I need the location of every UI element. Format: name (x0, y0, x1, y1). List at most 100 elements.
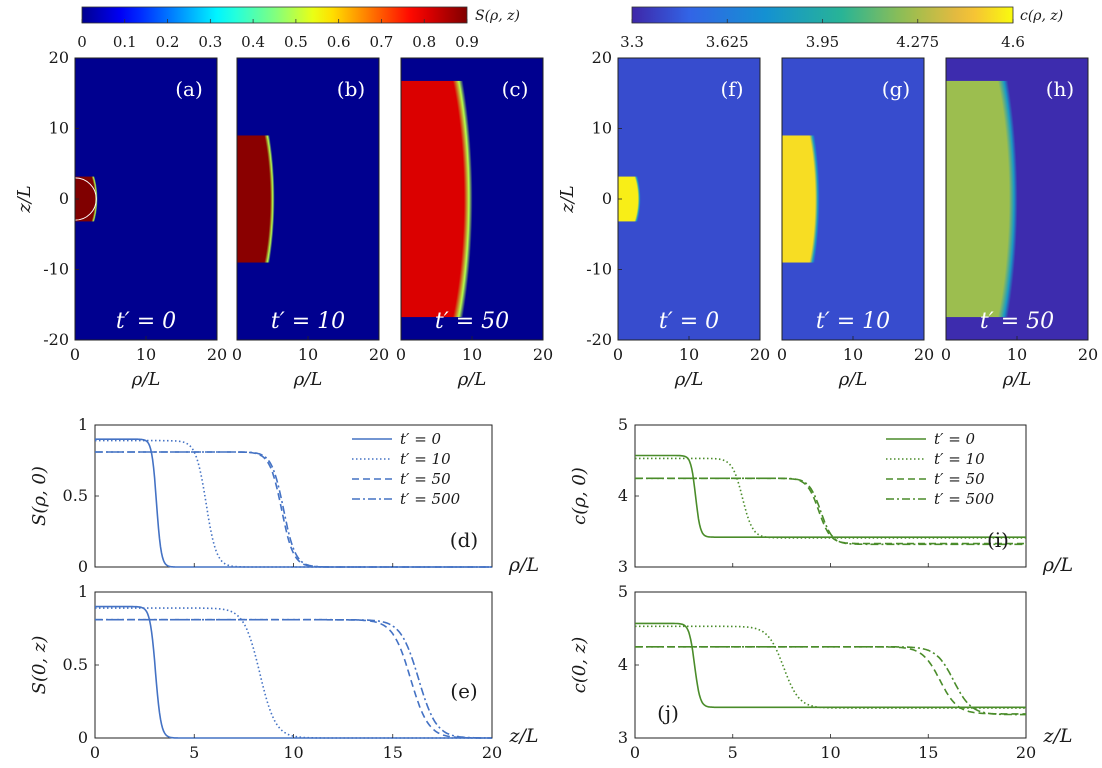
y-axis-label: S(0, z) (29, 636, 50, 695)
y-tick-label: 5 (618, 582, 628, 601)
droplet (401, 80, 473, 318)
legend-label: t′ = 50 (934, 470, 985, 488)
series-line (635, 645, 1026, 715)
x-tick-label: 0 (613, 345, 623, 364)
y-tick-label: 4 (618, 655, 628, 674)
x-axis-label: ρ/L (457, 369, 487, 390)
droplet (946, 80, 1018, 318)
x-tick-label: 20 (482, 743, 502, 762)
droplet (237, 135, 275, 263)
x-axis-label: ρ/L (838, 369, 868, 390)
heatmap-panel: (g) t′ = 10 0 10 20 ρ/L (777, 57, 934, 390)
colorbar-tick-label: 4.275 (896, 33, 939, 51)
colorbar-S (81, 6, 468, 24)
colorbar-label: S(ρ, z) (475, 8, 520, 24)
colorbar-tick-label: 0.8 (412, 33, 436, 51)
legend-label: t′ = 500 (400, 490, 461, 508)
y-tick-label: -10 (586, 260, 612, 279)
heatmap-panel: (a) t′ = 0 0 10 20 ρ/L 20 10 0 -10 -20 z/L (14, 48, 227, 390)
x-axis-label: z/L (508, 725, 538, 747)
y-axis-label: S(ρ, 0) (29, 466, 50, 526)
y-axis-label: c(0, z) (569, 637, 590, 694)
panel-tag: (g) (882, 77, 910, 101)
x-tick-label: 15 (918, 743, 938, 762)
panel-tag: (i) (987, 528, 1009, 552)
x-tick-label: 0 (232, 345, 242, 364)
x-tick-label: 0 (777, 345, 787, 364)
x-tick-label: 0 (90, 743, 100, 762)
y-tick-label: 0.5 (63, 486, 88, 505)
y-tick-label: 0.5 (63, 655, 88, 674)
series-line (95, 451, 492, 568)
plot-frame (634, 591, 1027, 739)
colorbar-label: c(ρ, z) (1020, 8, 1063, 24)
heatmap-panel: (b) t′ = 10 0 10 20 ρ/L (232, 57, 389, 390)
y-tick-label: 5 (618, 415, 628, 434)
x-tick-label: 20 (914, 345, 934, 364)
y-tick-label: 3 (618, 557, 628, 576)
time-label: t′ = 0 (659, 309, 719, 334)
y-tick-label: 0 (78, 728, 88, 747)
colorbar-tick-label: 0.2 (156, 33, 180, 51)
droplet (782, 135, 820, 263)
plot-frame (94, 591, 493, 739)
x-tick-label: 10 (843, 345, 863, 364)
y-tick-label: 0 (602, 189, 612, 208)
x-axis-label: ρ/L (293, 369, 323, 390)
y-axis-label: z/L (557, 185, 578, 214)
y-tick-label: 1 (78, 582, 88, 601)
heatmap-panel: (f) t′ = 0 0 10 20 ρ/L 20 10 0 -10 -20 z/L (557, 48, 770, 390)
x-tick-label: 20 (750, 345, 770, 364)
x-tick-label: 10 (283, 743, 303, 762)
panel-tag: (a) (175, 77, 203, 101)
x-tick-label: 5 (189, 743, 199, 762)
y-tick-label: -10 (43, 260, 69, 279)
colorbar-tick-label: 0.1 (113, 33, 137, 51)
legend-label: t′ = 0 (400, 430, 442, 448)
series-line (635, 625, 1026, 709)
y-tick-label: -20 (586, 330, 612, 349)
x-axis-label: z/L (1042, 725, 1072, 747)
time-label: t′ = 10 (271, 309, 345, 334)
droplet-outline (75, 177, 97, 221)
heatmap-background (75, 58, 217, 340)
y-tick-label: 0 (78, 557, 88, 576)
x-tick-label: 20 (369, 345, 389, 364)
x-tick-label: 0 (630, 743, 640, 762)
x-tick-label: 10 (462, 345, 482, 364)
panel-tag: (c) (502, 77, 529, 101)
heatmap-panels: (a) t′ = 0 0 10 20 ρ/L 20 10 0 -10 -20 z/L (b) t′ = 1… (14, 48, 1098, 390)
series-line (635, 645, 1026, 716)
line-plot-panels: 0 0.5 1 S(ρ, 0) ρ/L (d) t′ = 0 t′ = 10 t′ = 50 t′… (29, 415, 1073, 762)
colorbar-tick-label: 0.6 (327, 33, 351, 51)
panel-tag: (d) (450, 528, 478, 552)
colorbar-tick-label: 0.4 (241, 33, 265, 51)
x-tick-label: 0 (396, 345, 406, 364)
colorbar-tick-label: 3.625 (706, 33, 749, 51)
line-plot-panel: 0 5 10 15 20 0 0.5 1 S(0, z) z/L (e) (29, 582, 539, 762)
x-axis-label: ρ/L (1042, 554, 1073, 576)
y-tick-label: 20 (49, 48, 69, 67)
colorbar-tick-label: 4.6 (1001, 33, 1025, 51)
y-tick-label: 0 (59, 189, 69, 208)
x-tick-label: 10 (679, 345, 699, 364)
y-tick-label: -20 (43, 330, 69, 349)
legend-label: t′ = 10 (934, 450, 985, 468)
line-plot-panel: 3 4 5 c(ρ, 0) ρ/L (i) t′ = 0 t′ = 10 t′ = 50 t′ =… (569, 415, 1073, 576)
panel-tag: (e) (450, 679, 477, 703)
plot-frame (634, 424, 1027, 568)
y-tick-label: 1 (78, 415, 88, 434)
x-axis-label: ρ/L (508, 554, 539, 576)
x-tick-label: 10 (1007, 345, 1027, 364)
time-label: t′ = 50 (435, 309, 509, 334)
colorbar-tick-label: 0.9 (455, 33, 479, 51)
y-axis-label: c(ρ, 0) (569, 467, 590, 525)
x-tick-label: 20 (1078, 345, 1098, 364)
x-tick-label: 15 (383, 743, 403, 762)
plot-frame (94, 424, 493, 568)
heatmap-panel: (h) t′ = 50 0 10 20 ρ/L (941, 57, 1098, 390)
time-label: t′ = 0 (116, 309, 176, 334)
x-axis-label: ρ/L (131, 369, 161, 390)
droplet (75, 176, 98, 222)
